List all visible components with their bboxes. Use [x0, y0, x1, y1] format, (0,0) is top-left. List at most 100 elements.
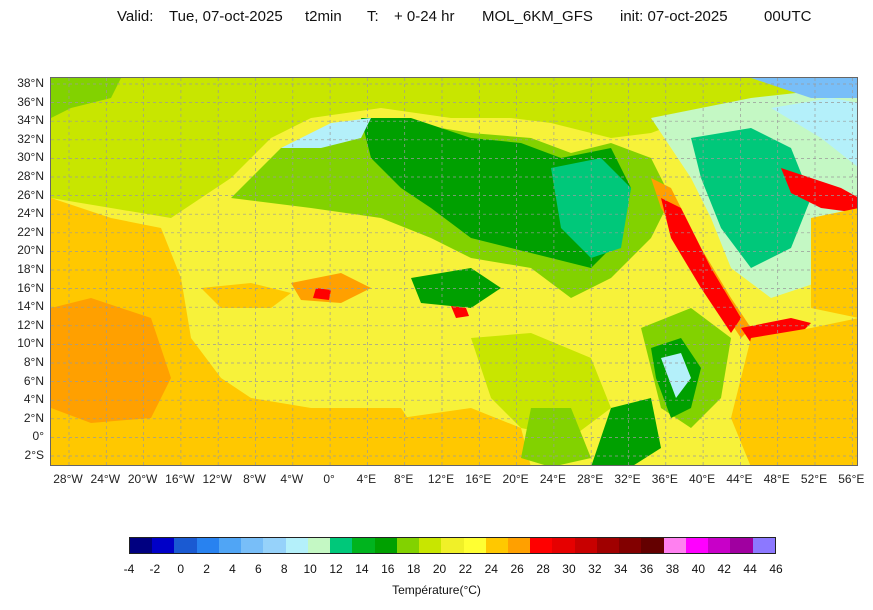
colorbar-swatch [241, 538, 264, 553]
colorbar-tick: 12 [329, 562, 343, 576]
colorbar-swatch [263, 538, 286, 553]
colorbar-tick: 10 [303, 562, 317, 576]
colorbar-swatch [441, 538, 464, 553]
colorbar-swatch [507, 538, 531, 553]
colorbar-tick: 14 [355, 562, 369, 576]
lat-tick: 34°N [17, 113, 44, 128]
lat-tick: 20°N [17, 243, 44, 258]
colorbar-swatch [619, 538, 642, 553]
colorbar-swatch [152, 538, 175, 553]
lon-tick: 20°W [127, 472, 158, 486]
colorbar-swatch [663, 538, 686, 553]
colorbar-label: Température(°C) [392, 583, 481, 597]
lat-tick: 10°N [17, 336, 44, 351]
lat-tick: 26°N [17, 187, 44, 202]
colorbar-swatch [641, 538, 664, 553]
colorbar-tick: 4 [229, 562, 236, 576]
lon-tick: 8°W [243, 472, 266, 486]
colorbar-swatch [419, 538, 442, 553]
forecast-range: + 0-24 hr [394, 8, 455, 25]
colorbar-swatch [596, 538, 620, 553]
colorbar [129, 537, 776, 554]
lon-tick: 0° [323, 472, 335, 486]
colorbar-tick: 40 [691, 562, 706, 576]
lat-tick: 36°N [17, 94, 44, 109]
lon-tick: 12°W [202, 472, 232, 486]
colorbar-swatch [752, 538, 775, 553]
colorbar-swatch [174, 538, 197, 553]
lon-tick: 16°W [165, 472, 195, 486]
colorbar-tick: -4 [123, 562, 135, 576]
lat-tick: 16°N [17, 280, 44, 295]
colorbar-tick: 38 [665, 562, 680, 576]
lat-tick: 2°S [24, 448, 44, 462]
colorbar-tick: 46 [769, 562, 783, 576]
colorbar-swatch [352, 538, 375, 553]
colorbar-tick: 8 [280, 562, 288, 576]
colorbar-swatch [285, 538, 308, 553]
lat-tick: 0° [32, 429, 44, 444]
lon-tick: 20°E [502, 472, 529, 486]
lat-tick: 8°N [23, 355, 44, 369]
colorbar-swatch [196, 538, 219, 553]
lat-tick: 18°N [17, 262, 44, 276]
colorbar-swatch [685, 538, 709, 553]
colorbar-tick: 18 [406, 562, 421, 576]
colorbar-swatch [463, 538, 486, 553]
lat-tick: 12°N [17, 317, 44, 332]
lon-tick: 24°W [90, 472, 121, 486]
colorbar-swatch [307, 538, 331, 553]
colorbar-swatch [552, 538, 575, 553]
colorbar-tick: 32 [588, 562, 602, 576]
model-name: MOL_6KM_GFS [482, 8, 593, 25]
lon-tick: 16°E [465, 472, 492, 486]
lon-tick: 52°E [800, 472, 828, 486]
colorbar-tick: 42 [717, 562, 731, 576]
colorbar-tick: 20 [432, 562, 447, 576]
lat-tick: 22°N [17, 224, 44, 239]
colorbar-tick: 44 [743, 562, 757, 576]
lon-tick: 44°E [726, 472, 753, 486]
lon-tick: 28°E [577, 472, 604, 486]
colorbar-tick: 22 [458, 562, 473, 576]
temperature-field [51, 78, 857, 465]
colorbar-swatch [730, 538, 753, 553]
colorbar-tick: 2 [203, 562, 210, 576]
lat-tick: 24°N [17, 206, 44, 221]
map-header: Valid: Tue, 07-oct-2025 t2min T: + 0-24 … [0, 8, 873, 28]
lon-tick: 12°E [427, 472, 455, 486]
lat-tick: 6°N [23, 373, 44, 388]
lon-tick: 48°E [763, 472, 790, 486]
colorbar-tick: -2 [149, 562, 161, 576]
lon-tick: 4°E [356, 472, 377, 486]
colorbar-tick: 34 [614, 562, 628, 576]
lat-tick: 2°N [23, 410, 44, 425]
lon-tick: 36°E [651, 472, 678, 486]
colorbar-tick: 26 [510, 562, 524, 576]
temperature-map [50, 77, 858, 466]
colorbar-tick: 0 [177, 562, 185, 576]
colorbar-swatch [374, 538, 397, 553]
lon-tick: 56°E [838, 472, 865, 486]
init-time: 00UTC [764, 8, 812, 25]
colorbar-swatch [130, 538, 153, 553]
colorbar-swatch [485, 538, 508, 553]
lon-tick: 4°W [280, 472, 304, 486]
lon-tick: 40°E [689, 472, 716, 486]
lat-tick: 14°N [17, 299, 44, 314]
lat-tick: 30°N [17, 150, 44, 165]
lat-tick: 38°N [17, 76, 44, 90]
lon-tick: 8°E [393, 472, 414, 486]
init-date: init: 07-oct-2025 [620, 8, 728, 25]
valid-date: Tue, 07-oct-2025 [169, 8, 283, 25]
colorbar-swatch [330, 538, 353, 553]
colorbar-swatch [218, 538, 242, 553]
colorbar-swatch [574, 538, 597, 553]
colorbar-tick: 24 [484, 562, 498, 576]
lon-tick: 28°W [53, 472, 83, 486]
variable-name: t2min [305, 8, 342, 25]
lat-tick: 28°N [17, 169, 44, 183]
colorbar-swatch [708, 538, 731, 553]
colorbar-swatch [530, 538, 553, 553]
lat-tick: 4°N [23, 392, 44, 407]
